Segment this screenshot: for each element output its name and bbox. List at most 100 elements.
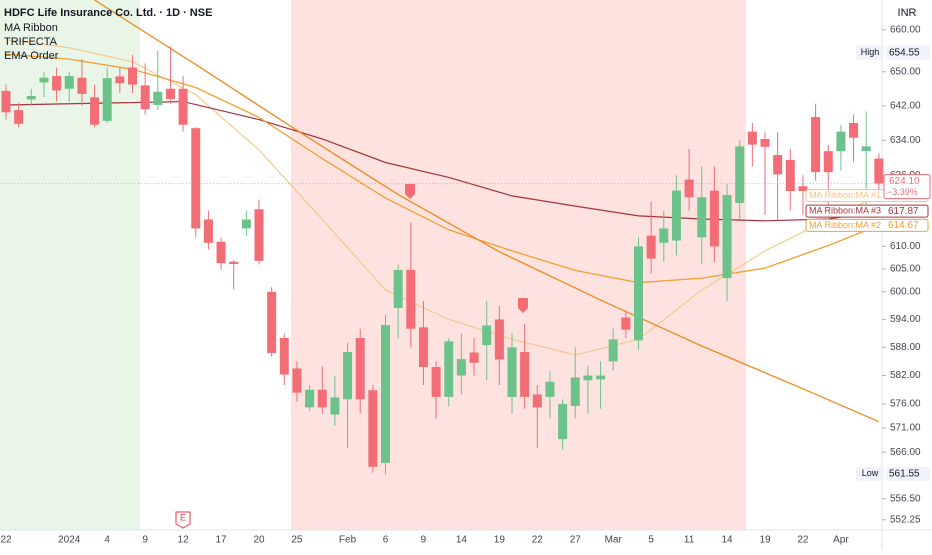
candle-body bbox=[216, 241, 226, 264]
ma-line bbox=[5, 100, 879, 222]
candle-body bbox=[646, 235, 656, 259]
candle-body bbox=[191, 128, 201, 229]
candle-body bbox=[64, 76, 74, 89]
candle-body bbox=[140, 85, 150, 110]
x-tick-label: 19 bbox=[759, 535, 771, 546]
candle-body bbox=[241, 219, 251, 229]
y-tick-label: 552.25 bbox=[890, 514, 921, 525]
candle-body bbox=[52, 76, 62, 91]
hl-tag-box bbox=[856, 466, 884, 481]
x-tick-label: Feb bbox=[339, 535, 357, 546]
candle-body bbox=[532, 394, 542, 408]
ma-line bbox=[5, 53, 880, 284]
legend-item[interactable]: EMA Order bbox=[4, 50, 59, 62]
candle-body bbox=[128, 67, 137, 85]
hl-tag-value: 561.55 bbox=[889, 469, 920, 480]
ma-tag-name: MA Ribbon:MA #2 bbox=[809, 220, 881, 230]
x-tick-label: 5 bbox=[648, 535, 654, 546]
candle-body bbox=[570, 377, 580, 406]
x-tick-label: Mar bbox=[605, 535, 623, 546]
x-tick-label: 9 bbox=[421, 535, 427, 546]
candle-body bbox=[115, 76, 125, 84]
y-tick-label: 600.00 bbox=[890, 286, 921, 297]
signal-marker bbox=[518, 298, 528, 313]
candle-body bbox=[785, 159, 795, 192]
x-tick-label: Apr bbox=[833, 535, 849, 546]
y-tick-label: 642.00 bbox=[890, 100, 921, 111]
candle-body bbox=[747, 131, 757, 145]
y-tick-label: 556.50 bbox=[890, 493, 921, 504]
candle-body bbox=[836, 131, 846, 152]
y-tick-label: 634.00 bbox=[890, 135, 921, 146]
ma-line bbox=[94, 0, 880, 423]
y-tick-label: 605.00 bbox=[890, 264, 921, 275]
candle-body bbox=[355, 338, 365, 400]
y-tick-label: 610.00 bbox=[890, 241, 921, 252]
candle-body bbox=[14, 110, 24, 124]
earnings-icon[interactable] bbox=[175, 511, 191, 529]
candle-body bbox=[343, 352, 353, 400]
candle-body bbox=[823, 151, 833, 173]
chart-title: HDFC Life Insurance Co. Ltd. · 1D · NSE bbox=[4, 7, 212, 19]
y-tick-label: 566.00 bbox=[890, 447, 921, 458]
candle-body bbox=[102, 78, 112, 121]
ma-tag-value: 614.67 bbox=[888, 220, 919, 231]
y-tick-label: 571.00 bbox=[890, 423, 921, 434]
candle-body bbox=[583, 375, 593, 381]
x-tick-label: 4 bbox=[104, 535, 110, 546]
candle-body bbox=[165, 88, 175, 99]
currency: INR bbox=[898, 7, 917, 19]
hl-tag-value: 654.55 bbox=[889, 47, 920, 58]
candle-body bbox=[418, 327, 428, 368]
candle-body bbox=[1, 90, 11, 113]
ma-tag-value: 617.87 bbox=[888, 206, 919, 217]
candle-body bbox=[760, 139, 770, 147]
candle-body bbox=[431, 367, 441, 397]
ma-tag-box bbox=[805, 218, 929, 232]
candle-body bbox=[861, 146, 871, 152]
candle-body bbox=[203, 219, 213, 243]
candle-body bbox=[634, 246, 643, 341]
candle-body bbox=[292, 368, 302, 393]
legend-item[interactable]: MA Ribbon bbox=[4, 22, 58, 34]
y-tick-label: 588.00 bbox=[890, 342, 921, 353]
candle-body bbox=[330, 397, 340, 415]
x-tick-label: 22 bbox=[0, 535, 12, 546]
candle-body bbox=[444, 341, 454, 397]
candle-body bbox=[381, 325, 390, 463]
ma-tag-name: MA Ribbon:MA #1 bbox=[809, 190, 881, 200]
x-tick-label: 20 bbox=[253, 535, 265, 546]
x-tick-label: 22 bbox=[532, 535, 544, 546]
candle-body bbox=[608, 339, 618, 362]
candle-body bbox=[368, 390, 378, 467]
candle-body bbox=[229, 261, 239, 265]
candle-body bbox=[545, 381, 555, 397]
candle-body bbox=[507, 347, 517, 397]
candle-body bbox=[709, 190, 719, 247]
x-tick-label: 25 bbox=[291, 535, 303, 546]
candle-body bbox=[874, 158, 884, 184]
candle-body bbox=[153, 91, 163, 105]
candle-body bbox=[393, 269, 403, 308]
legend-item[interactable]: TRIFECTA bbox=[4, 36, 58, 48]
candle-body bbox=[659, 228, 669, 243]
candle-body bbox=[305, 389, 315, 408]
candle-body bbox=[798, 186, 808, 192]
candle-body bbox=[773, 155, 783, 175]
candle-body bbox=[178, 88, 188, 125]
candle-body bbox=[456, 359, 466, 376]
hl-tag-label: High bbox=[861, 47, 880, 57]
x-tick-label: 2024 bbox=[58, 535, 81, 546]
candle-body bbox=[317, 389, 327, 408]
x-tick-label: 17 bbox=[215, 535, 227, 546]
last-price-box bbox=[883, 174, 931, 200]
x-tick-label: 14 bbox=[456, 535, 468, 546]
candle-body bbox=[406, 269, 416, 329]
candle-body bbox=[558, 404, 568, 440]
earnings-letter: E bbox=[180, 512, 186, 522]
signal-marker bbox=[405, 184, 415, 199]
y-tick-label: 650.00 bbox=[890, 66, 921, 77]
candle-body bbox=[39, 77, 49, 83]
x-tick-label: 9 bbox=[142, 535, 148, 546]
